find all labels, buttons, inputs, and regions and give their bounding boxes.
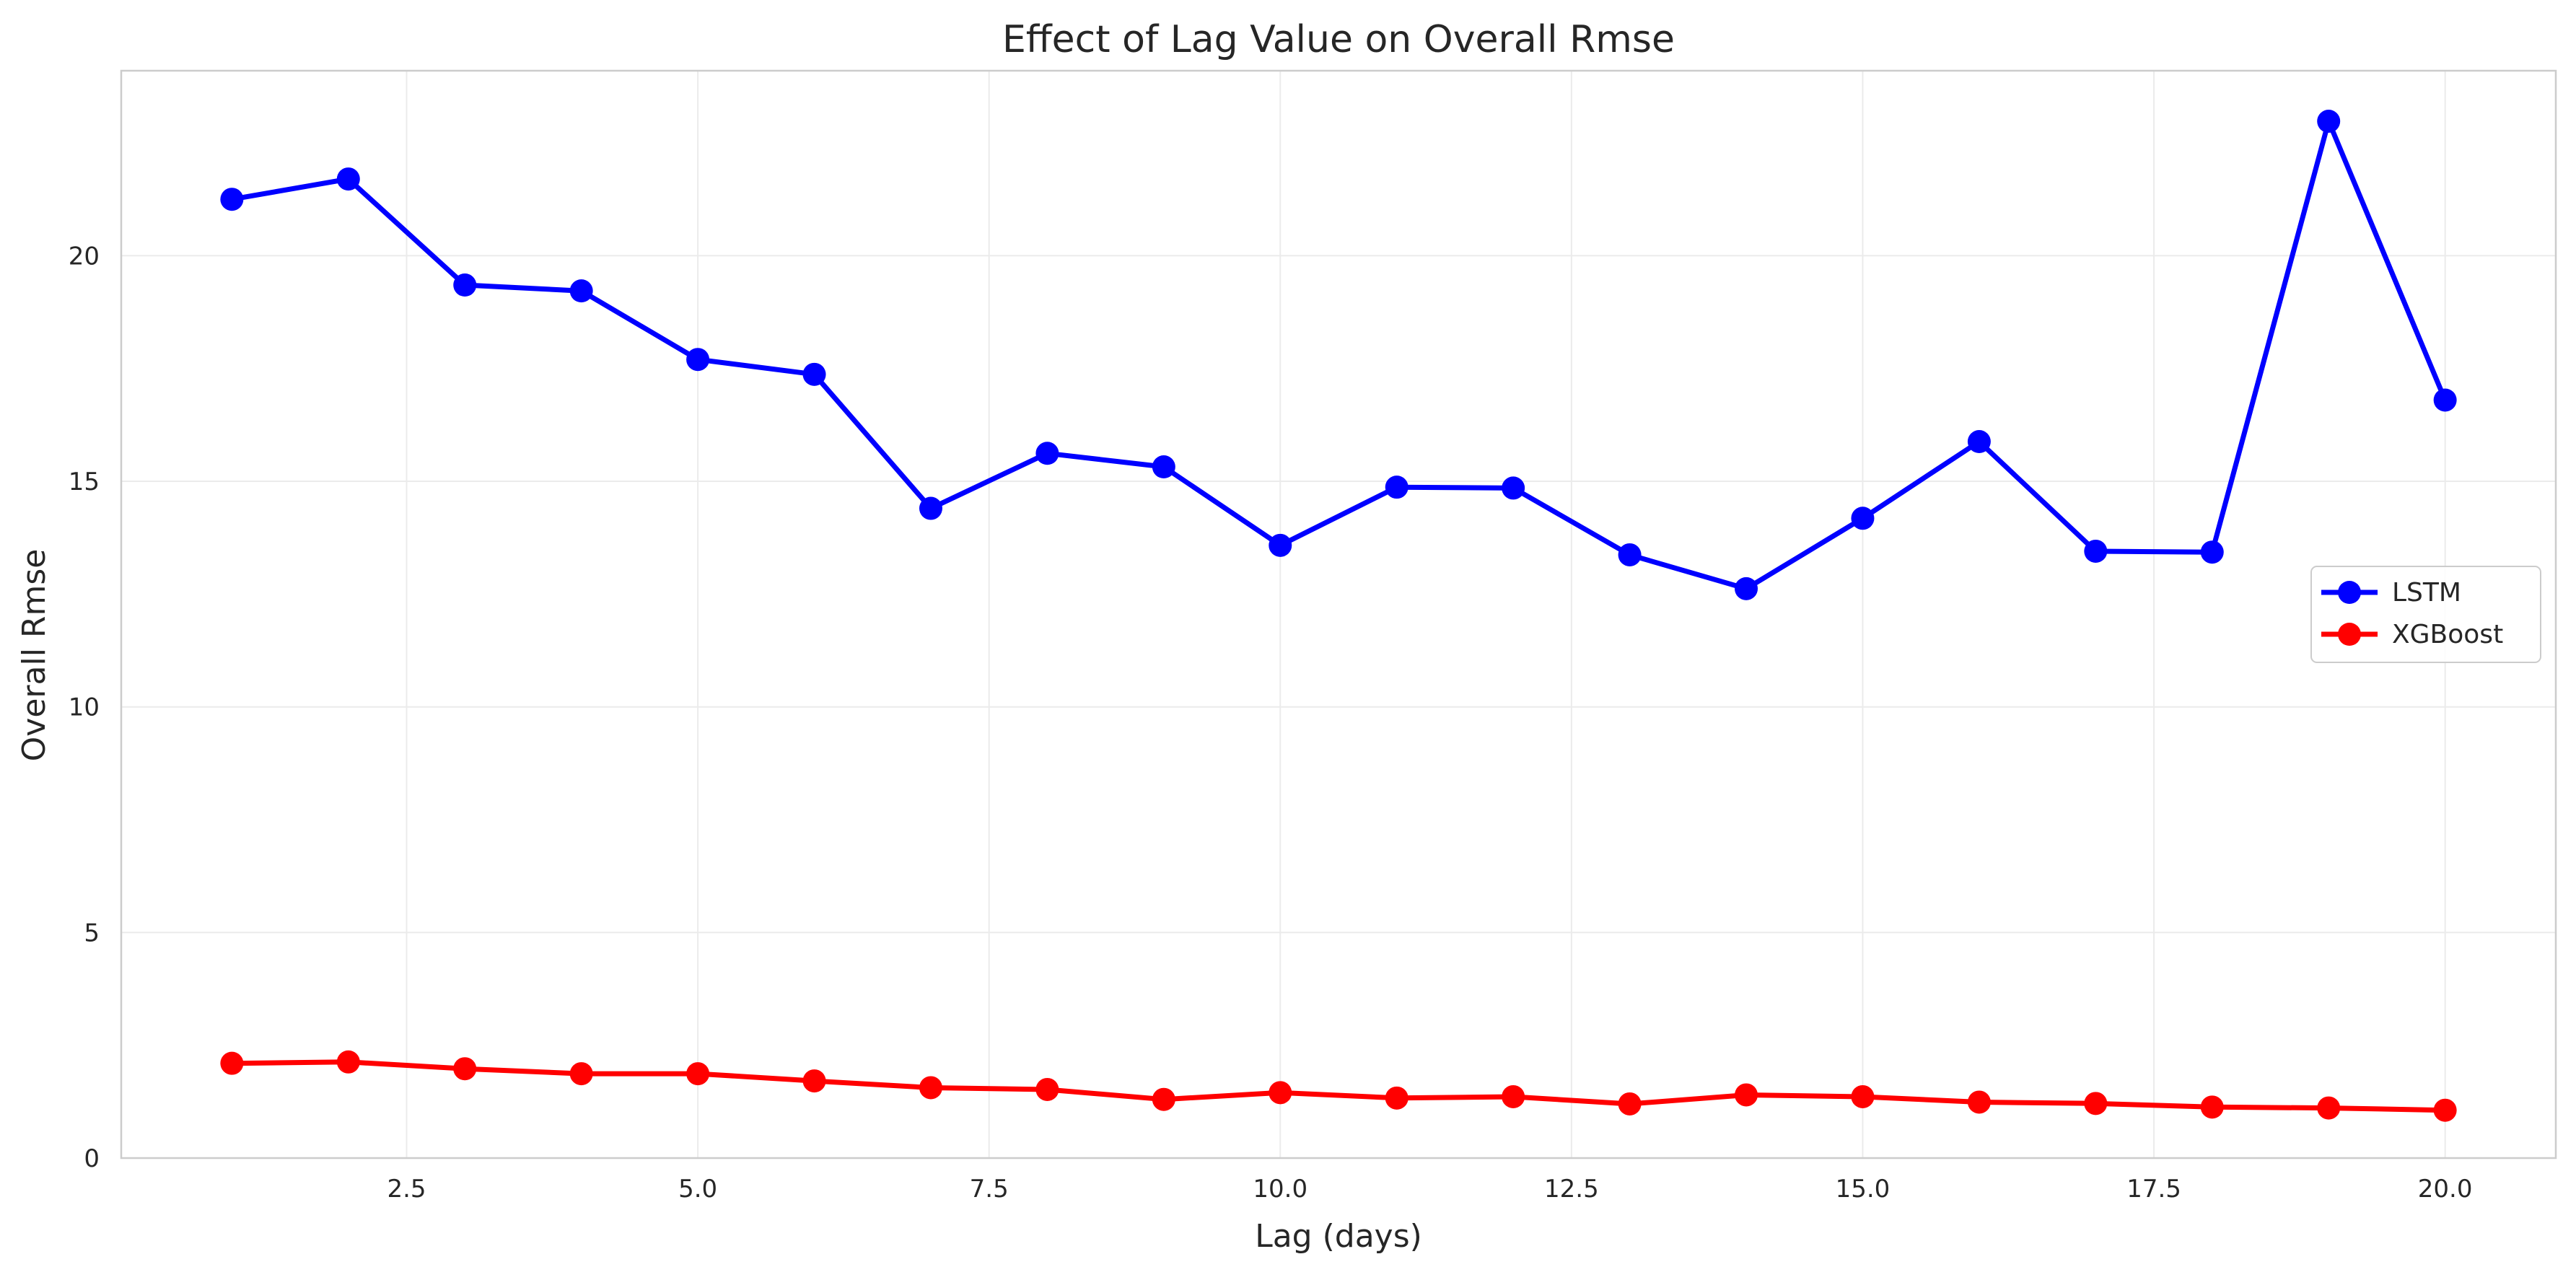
- legend-item-xgboost: XGBoost: [2321, 620, 2503, 649]
- chart-title: Effect of Lag Value on Overall Rmse: [1002, 18, 1675, 61]
- data-point-xgboost: [1385, 1086, 1409, 1110]
- data-point-lstm: [1385, 475, 1409, 499]
- data-point-xgboost: [686, 1062, 710, 1086]
- legend-marker: [2338, 623, 2361, 646]
- x-tick-label: 12.5: [1544, 1175, 1599, 1204]
- x-axis-ticks: 2.5 5.0 7.5 10.0 12.5 15.0 17.5 20.0: [387, 1175, 2472, 1204]
- data-point-lstm: [686, 348, 710, 372]
- data-point-lstm: [919, 496, 942, 520]
- x-tick-label: 2.5: [387, 1175, 426, 1204]
- data-point-xgboost: [1735, 1083, 1758, 1107]
- data-point-lstm: [1035, 442, 1059, 465]
- data-point-lstm: [1967, 430, 1991, 454]
- x-tick-label: 15.0: [1836, 1175, 1891, 1204]
- data-point-lstm: [1618, 543, 1642, 566]
- y-tick-label: 5: [84, 919, 100, 947]
- legend-label: LSTM: [2392, 578, 2461, 608]
- data-point-xgboost: [569, 1062, 593, 1086]
- x-tick-label: 20.0: [2418, 1175, 2473, 1204]
- plot-frame: [120, 69, 2557, 1160]
- legend-item-lstm: LSTM: [2321, 578, 2461, 608]
- series-xgboost: [220, 1050, 2457, 1122]
- x-tick-label: 5.0: [678, 1175, 717, 1204]
- y-tick-label: 15: [69, 468, 100, 496]
- data-point-xgboost: [1269, 1081, 1292, 1105]
- data-point-lstm: [1269, 533, 1292, 557]
- data-point-lstm: [2200, 540, 2224, 564]
- series-lstm: [220, 110, 2457, 600]
- data-point-lstm: [2433, 388, 2457, 412]
- data-point-lstm: [336, 167, 360, 191]
- data-point-xgboost: [802, 1069, 826, 1093]
- data-point-lstm: [2084, 539, 2108, 563]
- data-point-xgboost: [453, 1057, 477, 1081]
- y-tick-label: 10: [69, 693, 100, 722]
- data-point-xgboost: [2317, 1096, 2341, 1120]
- x-tick-label: 7.5: [970, 1175, 1009, 1204]
- data-point-xgboost: [1851, 1084, 1875, 1108]
- series-line-lstm: [229, 118, 2448, 592]
- data-point-xgboost: [2084, 1092, 2108, 1115]
- data-point-xgboost: [336, 1050, 360, 1074]
- data-point-lstm: [1152, 455, 1175, 479]
- data-point-xgboost: [220, 1051, 244, 1075]
- x-tick-label: 10.0: [1253, 1175, 1307, 1204]
- data-point-xgboost: [1035, 1077, 1059, 1101]
- y-tick-label: 0: [84, 1144, 100, 1173]
- data-point-lstm: [220, 188, 244, 211]
- data-point-lstm: [569, 279, 593, 303]
- data-point-lstm: [802, 362, 826, 386]
- x-tick-label: 17.5: [2126, 1175, 2181, 1204]
- data-point-lstm: [1851, 507, 1875, 530]
- series-layer: [220, 110, 2457, 1122]
- legend-marker: [2338, 581, 2361, 604]
- data-point-xgboost: [1967, 1090, 1991, 1114]
- y-axis-label: Overall Rmse: [16, 549, 53, 762]
- data-point-xgboost: [1618, 1092, 1642, 1115]
- data-point-xgboost: [1152, 1087, 1175, 1111]
- data-point-xgboost: [2200, 1095, 2224, 1119]
- series-line-xgboost: [229, 1059, 2448, 1113]
- data-point-lstm: [1502, 476, 1525, 500]
- data-point-xgboost: [919, 1076, 942, 1100]
- data-point-lstm: [1735, 577, 1758, 600]
- data-point-xgboost: [1502, 1084, 1525, 1108]
- data-point-lstm: [453, 273, 477, 297]
- y-axis-ticks: 0 5 10 15 20: [69, 242, 100, 1173]
- y-tick-label: 20: [69, 242, 100, 271]
- data-point-lstm: [2317, 110, 2341, 133]
- x-axis-label: Lag (days): [1255, 1218, 1422, 1255]
- grid-lines: [121, 71, 2556, 1158]
- legend: LSTM XGBoost: [2310, 566, 2541, 663]
- legend-label: XGBoost: [2392, 620, 2503, 649]
- data-point-xgboost: [2433, 1098, 2457, 1122]
